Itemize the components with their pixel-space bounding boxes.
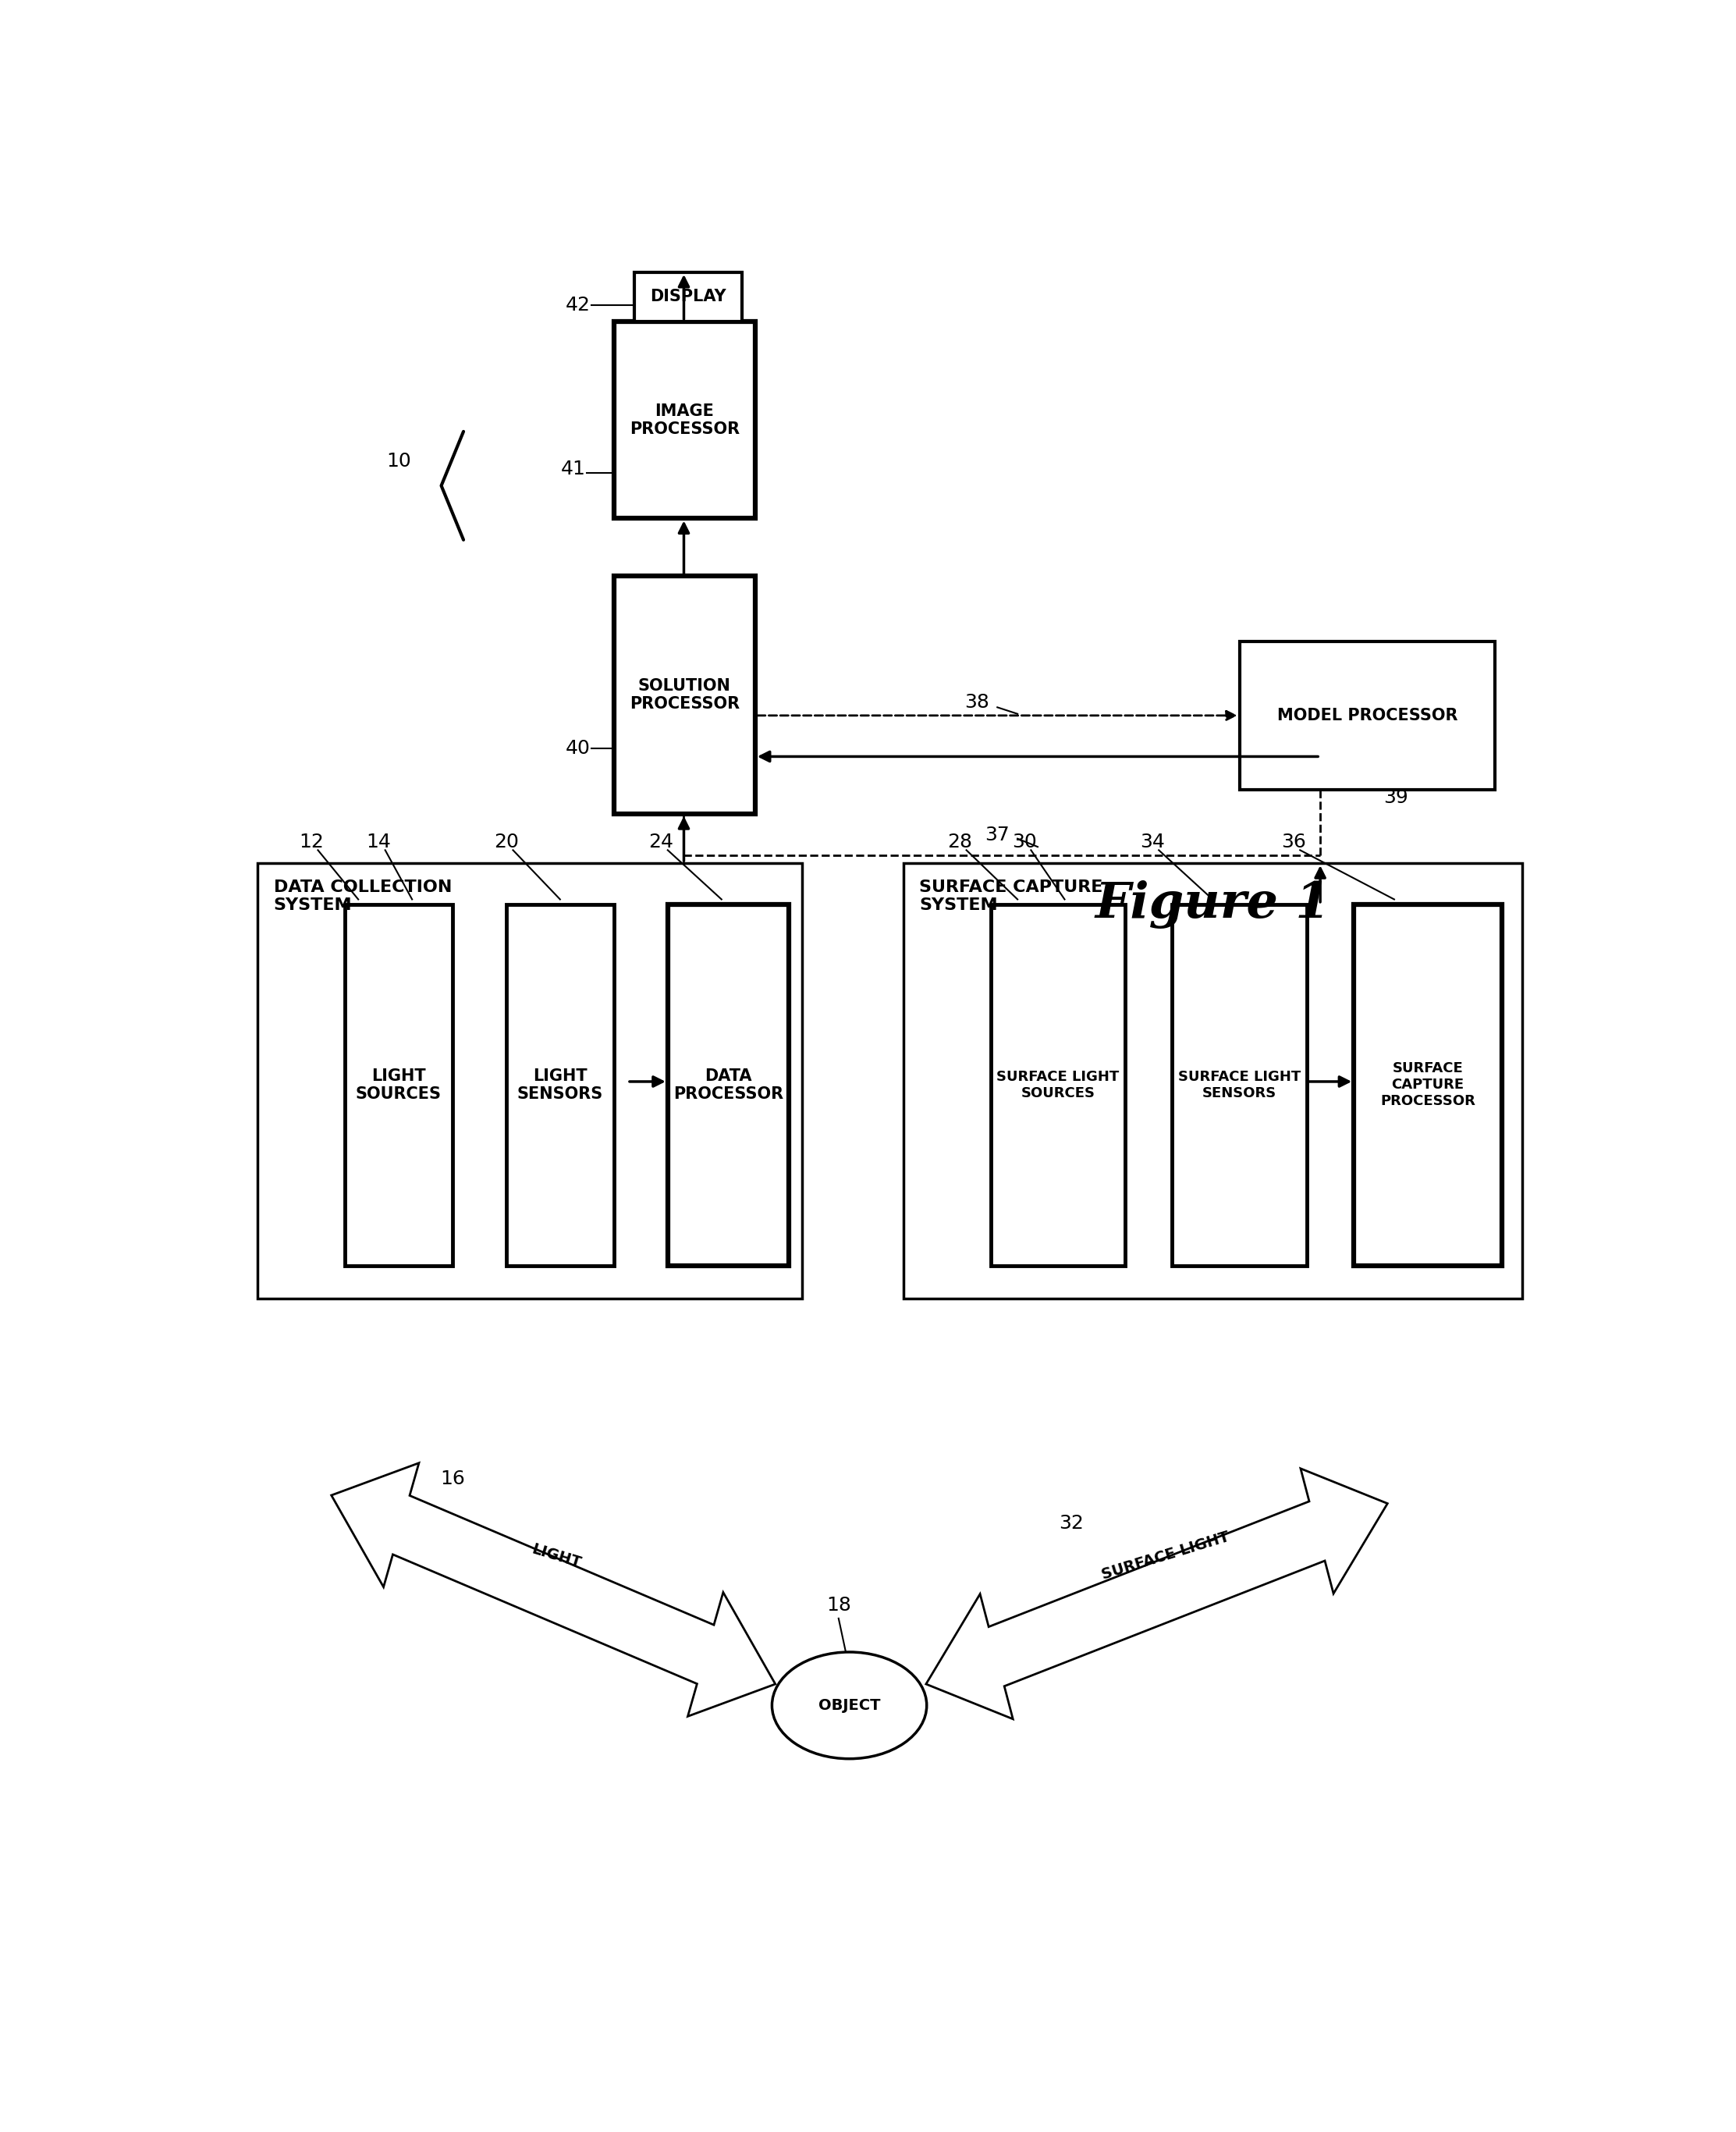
Text: 39: 39: [1384, 789, 1408, 806]
Text: 10: 10: [385, 452, 411, 471]
Text: DATA
PROCESSOR: DATA PROCESSOR: [674, 1068, 783, 1102]
Text: OBJECT: OBJECT: [818, 1697, 880, 1712]
Bar: [668, 904, 788, 1266]
Text: DATA COLLECTION
SYSTEM: DATA COLLECTION SYSTEM: [274, 881, 451, 912]
Text: IMAGE
PROCESSOR: IMAGE PROCESSOR: [630, 403, 740, 437]
Text: 34: 34: [1139, 831, 1165, 851]
Bar: [634, 273, 741, 322]
Text: LIGHT: LIGHT: [529, 1541, 583, 1571]
Text: LIGHT
SOURCES: LIGHT SOURCES: [356, 1068, 441, 1102]
Text: Figure 1: Figure 1: [1095, 881, 1330, 927]
Text: 41: 41: [561, 461, 587, 478]
Polygon shape: [925, 1469, 1387, 1718]
Bar: [991, 904, 1125, 1266]
Bar: [615, 322, 755, 518]
Text: 36: 36: [1281, 831, 1305, 851]
Bar: [257, 863, 802, 1298]
Text: 32: 32: [1059, 1514, 1083, 1533]
Bar: [903, 863, 1522, 1298]
Bar: [1240, 642, 1495, 789]
Bar: [1172, 904, 1307, 1266]
Bar: [615, 576, 755, 814]
Bar: [345, 904, 453, 1266]
Text: 40: 40: [566, 740, 590, 757]
Text: 37: 37: [984, 825, 1010, 844]
Text: SURFACE CAPTURE
SYSTEM: SURFACE CAPTURE SYSTEM: [920, 881, 1102, 912]
Text: SOLUTION
PROCESSOR: SOLUTION PROCESSOR: [630, 678, 740, 712]
Text: 14: 14: [366, 831, 391, 851]
Text: 42: 42: [566, 296, 590, 313]
Text: DISPLAY: DISPLAY: [649, 290, 726, 305]
Text: 12: 12: [299, 831, 323, 851]
Text: 20: 20: [493, 831, 519, 851]
Text: SURFACE LIGHT: SURFACE LIGHT: [1099, 1529, 1231, 1582]
Polygon shape: [332, 1463, 776, 1716]
Text: LIGHT
SENSORS: LIGHT SENSORS: [517, 1068, 602, 1102]
Bar: [1354, 904, 1502, 1266]
Bar: [507, 904, 615, 1266]
Text: 18: 18: [826, 1597, 851, 1614]
Ellipse shape: [773, 1652, 927, 1759]
Text: 28: 28: [948, 831, 972, 851]
Text: SURFACE LIGHT
SOURCES: SURFACE LIGHT SOURCES: [996, 1070, 1120, 1100]
Text: 38: 38: [965, 693, 990, 712]
Text: SURFACE LIGHT
SENSORS: SURFACE LIGHT SENSORS: [1179, 1070, 1300, 1100]
Text: 30: 30: [1012, 831, 1036, 851]
Text: 24: 24: [649, 831, 674, 851]
Text: 16: 16: [439, 1469, 465, 1488]
Text: MODEL PROCESSOR: MODEL PROCESSOR: [1278, 708, 1458, 723]
Text: SURFACE
CAPTURE
PROCESSOR: SURFACE CAPTURE PROCESSOR: [1380, 1062, 1476, 1109]
